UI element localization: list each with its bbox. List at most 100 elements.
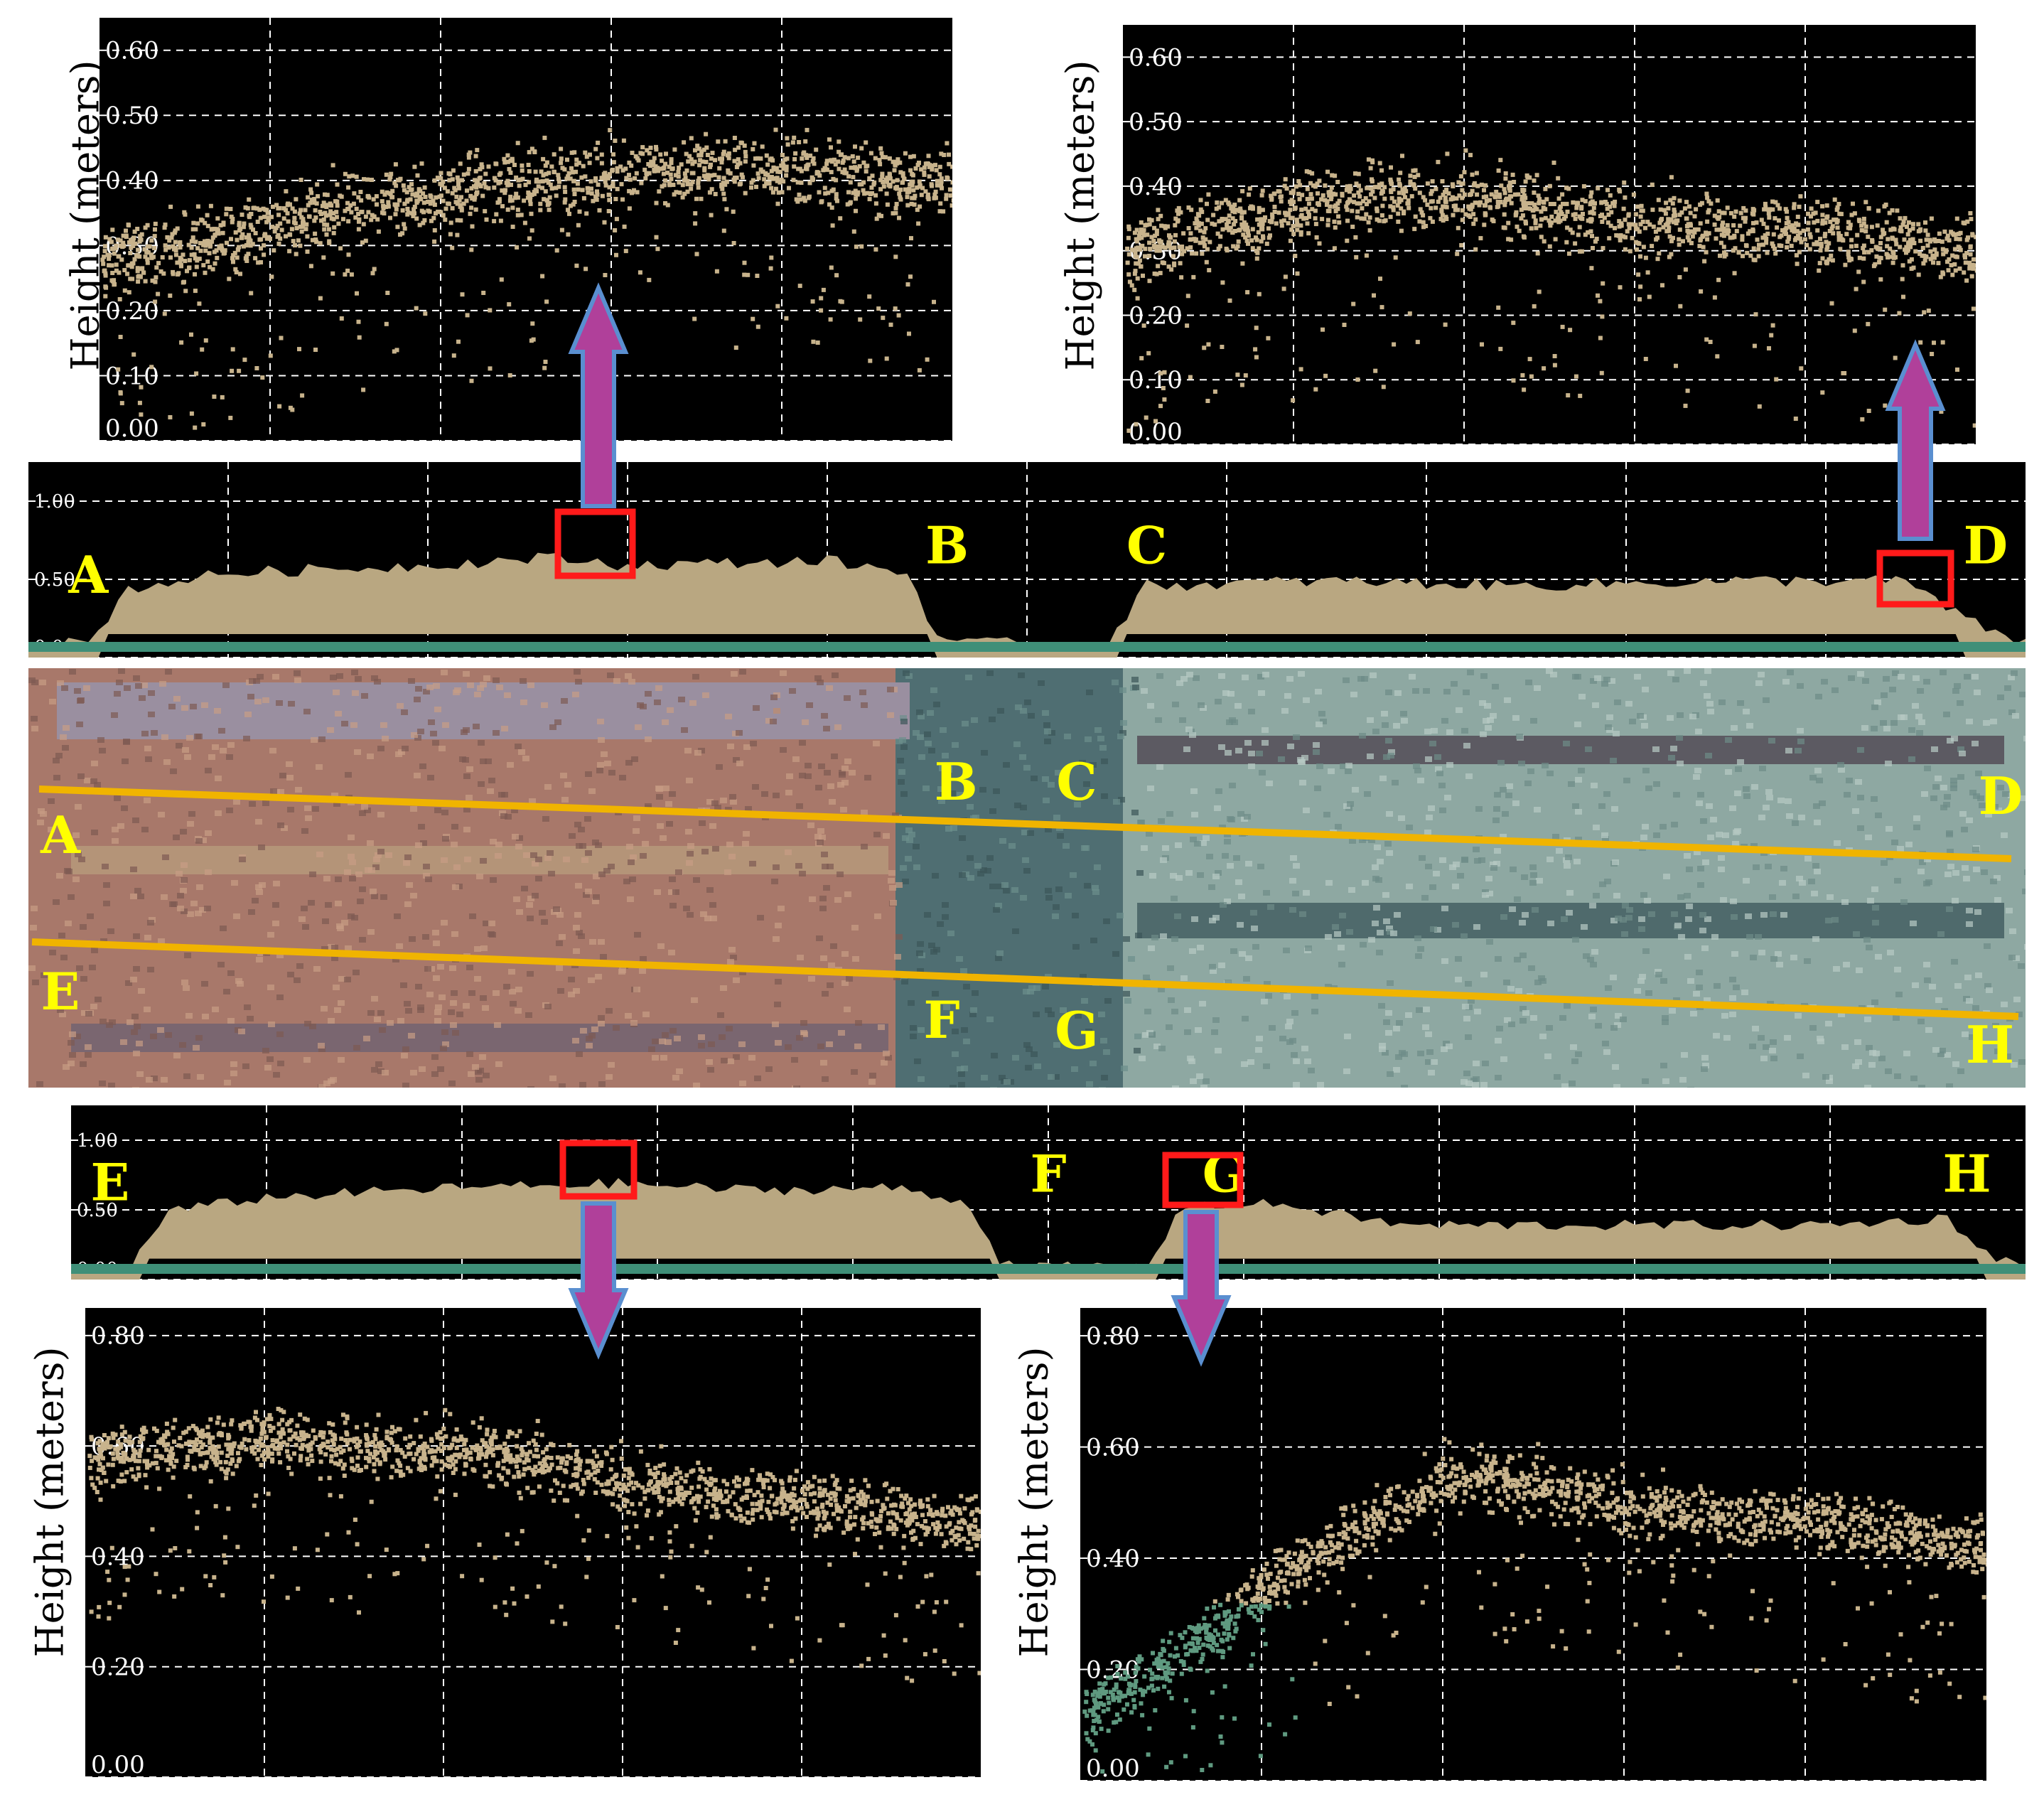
point	[115, 237, 120, 242]
texture-dot	[483, 675, 490, 681]
texture-dot	[1763, 805, 1770, 810]
point	[1622, 180, 1627, 185]
texture-dot	[1425, 864, 1432, 869]
point	[909, 201, 914, 206]
point	[1835, 225, 1840, 230]
point	[1560, 192, 1565, 197]
texture-dot	[918, 1076, 925, 1082]
detail-plot-top-right-svg: 0.000.100.200.300.400.500.60	[1123, 25, 1976, 444]
point	[1881, 227, 1886, 232]
texture-dot	[1208, 884, 1215, 890]
point	[1633, 240, 1638, 245]
texture-dot	[409, 936, 416, 942]
point	[534, 189, 539, 194]
texture-dot	[967, 804, 974, 810]
point	[1964, 251, 1969, 255]
point	[276, 206, 281, 211]
point	[746, 272, 751, 277]
texture-dot	[414, 773, 421, 778]
point	[680, 195, 685, 200]
texture-dot	[618, 969, 625, 975]
point	[365, 177, 370, 182]
texture-dot	[401, 709, 408, 715]
point	[121, 240, 126, 245]
point	[201, 242, 206, 247]
point	[359, 198, 364, 203]
texture-dot	[1220, 902, 1227, 908]
texture-dot	[1662, 1019, 1669, 1025]
point	[572, 150, 577, 155]
point	[867, 294, 872, 299]
point	[308, 200, 313, 205]
texture-dot	[1316, 763, 1323, 769]
point	[1917, 252, 1922, 256]
texture-dot	[1479, 700, 1486, 706]
point	[1507, 197, 1512, 202]
point	[432, 228, 437, 232]
texture-dot	[574, 822, 581, 827]
texture-dot	[1189, 948, 1196, 954]
point	[861, 180, 866, 185]
point	[886, 183, 891, 188]
texture-dot	[466, 766, 473, 772]
texture-dot	[1972, 674, 1979, 680]
point	[469, 247, 474, 252]
texture-dot	[595, 974, 602, 980]
point	[599, 152, 604, 157]
point	[910, 183, 915, 188]
point	[233, 230, 238, 235]
point	[1639, 203, 1644, 208]
point	[645, 148, 650, 153]
point	[1153, 233, 1158, 238]
point	[599, 176, 604, 181]
texture-dot	[255, 884, 262, 890]
texture-dot	[1706, 803, 1713, 809]
texture-dot	[1610, 975, 1617, 980]
point	[241, 244, 246, 249]
point	[1815, 200, 1820, 205]
texture-dot	[365, 867, 372, 873]
texture-dot	[1743, 793, 1750, 799]
texture-dot	[1101, 1075, 1108, 1080]
texture-dot	[2024, 869, 2026, 875]
texture-dot	[286, 775, 294, 781]
texture-dot	[515, 1008, 522, 1014]
texture-dot	[1994, 1049, 2001, 1054]
point	[1549, 220, 1554, 225]
point	[1618, 235, 1623, 240]
point	[584, 325, 589, 330]
point	[149, 255, 154, 260]
point	[321, 255, 326, 260]
point	[780, 153, 785, 157]
point	[1152, 245, 1157, 250]
point	[809, 175, 814, 180]
point	[201, 422, 206, 427]
texture-dot	[69, 669, 76, 675]
texture-dot	[252, 898, 259, 903]
point	[1502, 212, 1507, 217]
texture-dot	[873, 832, 881, 837]
point	[576, 222, 581, 227]
point	[1846, 220, 1851, 225]
point	[279, 336, 284, 340]
point	[284, 189, 289, 194]
point	[240, 213, 244, 217]
point	[604, 348, 609, 353]
point	[147, 244, 152, 249]
point	[1274, 221, 1279, 226]
point	[1279, 199, 1284, 204]
point	[1298, 367, 1303, 372]
point	[529, 228, 534, 233]
point	[1246, 241, 1250, 246]
point	[1332, 219, 1337, 224]
texture-dot	[1224, 839, 1231, 844]
point	[1694, 207, 1699, 212]
point	[559, 161, 564, 166]
texture-dot	[1429, 741, 1436, 746]
texture-dot	[102, 864, 109, 869]
point	[913, 193, 918, 198]
point	[910, 195, 915, 200]
texture-dot	[1048, 1074, 1055, 1080]
point	[1268, 233, 1272, 238]
point	[1517, 228, 1522, 233]
